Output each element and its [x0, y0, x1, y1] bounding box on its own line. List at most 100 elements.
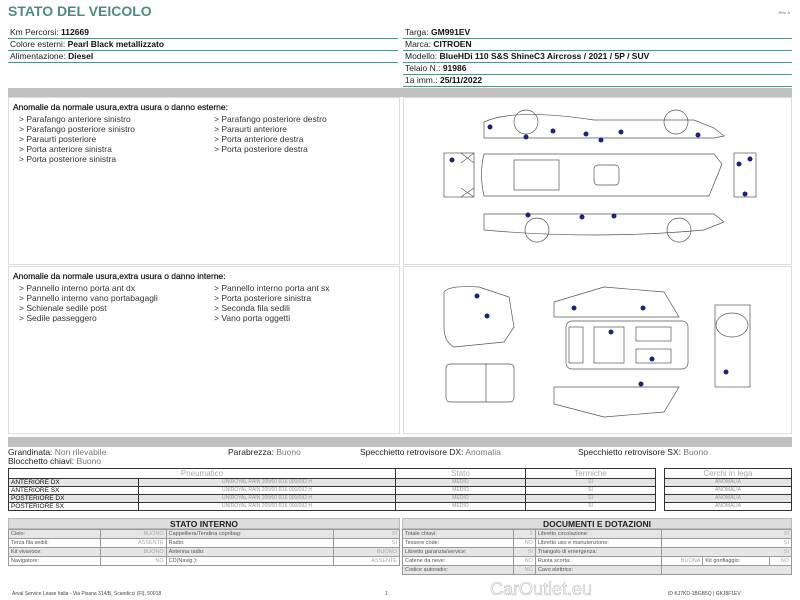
- detail-value: BUONO: [99, 529, 167, 539]
- info-row: Km Percorsi: 112669: [8, 27, 398, 39]
- detail-label: Radio:: [165, 538, 334, 548]
- damage-item: > Parafango anteriore sinistro: [19, 114, 131, 124]
- check-label: Specchietto retrovisore DX:: [360, 447, 464, 457]
- tire-row: POSTERIORE SX UNIROYAL RAIN 205/60 R16 00…: [8, 502, 656, 511]
- damage-item: > Porta anteriore sinistra: [19, 144, 112, 154]
- tire-tire: UNIROYAL RAIN 205/60 R16 000/092 H: [138, 494, 396, 503]
- interior-list: > Pannello interno porta ant dx > Pannell…: [9, 283, 399, 323]
- detail-row: Totale chiavi: 2 Libretto circolazione: SI: [402, 529, 792, 539]
- damage-item: > Parafango posteriore sinistro: [19, 124, 135, 134]
- damage-marker: [695, 132, 701, 138]
- document-id: ID KJ7KD-1BGB5Q | GKJ8F1EV: [668, 591, 741, 597]
- damage-item: > Schienale sedile post: [19, 303, 107, 313]
- info-row: 1a imm.: 25/11/2022: [403, 75, 792, 87]
- check-value: Non rilevabile: [54, 447, 107, 457]
- damage-marker: [550, 128, 556, 134]
- rim-row: ANOMALIA: [664, 502, 792, 511]
- detail-value: SI: [332, 538, 401, 548]
- info-value: GM991EV: [431, 27, 471, 37]
- damage-item: > Porta posteriore sinistra: [214, 293, 312, 303]
- interior-title: Anomalie da normale usura,extra usura o …: [13, 271, 226, 281]
- check-label: Specchietto retrovisore SX:: [578, 447, 681, 457]
- vehicle-info-right: Targa: GM991EV Marca: CITROEN Modello: Blu…: [403, 27, 792, 87]
- damage-marker: [583, 131, 589, 137]
- col-header: Stato: [395, 468, 526, 479]
- detail-value: BUONA: [661, 556, 704, 566]
- general-checks: Grandinata: Non rilevabile Parabrezza: B…: [8, 448, 792, 467]
- info-value: Diesel: [68, 51, 94, 61]
- detail-value: NO: [768, 556, 793, 566]
- info-row: Telaio N.: 91986: [403, 63, 792, 75]
- damage-marker: [487, 124, 493, 130]
- watermark-logo: CarOutlet.eu: [490, 579, 593, 600]
- check-value: Anomalia: [465, 447, 501, 457]
- tire-tire: UNIROYAL RAIN 205/60 R16 000/092 H: [138, 478, 396, 487]
- info-label: Targa:: [405, 27, 429, 37]
- detail-value: [661, 565, 792, 575]
- detail-value: NO: [512, 565, 536, 575]
- damage-item: > Pannello interno porta ant dx: [19, 283, 136, 293]
- detail-label: Catene da neve:: [402, 556, 514, 566]
- tire-termiche: SI: [525, 502, 656, 511]
- info-label: Colore esterni:: [10, 39, 66, 49]
- separator-bar: [8, 88, 792, 97]
- damage-marker: [571, 305, 577, 311]
- rim-row: ANOMALIA: [664, 494, 792, 503]
- info-label: Telaio N.:: [405, 63, 441, 73]
- detail-value: 2: [512, 529, 536, 539]
- interior-diagram: [403, 266, 792, 434]
- damage-item: > Sedile passeggero: [19, 313, 97, 323]
- rim-status: ANOMALIA: [664, 502, 792, 511]
- detail-value: ASSENTE: [332, 556, 401, 566]
- rims-table: Cerchi in lega ANOMALIA ANOMALIA ANOMALIA A…: [664, 468, 792, 511]
- detail-value: NO: [512, 538, 536, 548]
- panel-title: STATO INTERNO: [8, 518, 400, 529]
- check-value: Buono: [76, 456, 102, 466]
- info-value: Pearl Black metallizzato: [67, 39, 165, 49]
- detail-row: Tessere code: NO Libretto uso e manutenzio…: [402, 538, 792, 548]
- exterior-damage-section: Anomalie da normale usura,extra usura o …: [8, 97, 400, 265]
- col-header: Termiche: [525, 468, 656, 479]
- damage-marker: [608, 329, 614, 335]
- tire-tire: UNIROYAL RAIN 205/60 R16 000/092 H: [138, 502, 396, 511]
- detail-label: Tessere code:: [402, 538, 514, 548]
- damage-marker: [474, 293, 480, 299]
- info-value: 25/11/2022: [439, 75, 483, 85]
- damage-marker: [579, 214, 585, 220]
- info-label: Km Percorsi:: [10, 27, 59, 37]
- check-label: Blocchetto chiavi:: [8, 456, 75, 466]
- damage-marker: [640, 305, 646, 311]
- detail-value: ASSENTE: [99, 538, 167, 548]
- documenti-panel: DOCUMENTI E DOTAZIONI Totale chiavi: 2 Lib…: [402, 518, 793, 575]
- damage-marker: [525, 212, 531, 218]
- damage-marker: [736, 161, 742, 167]
- detail-value: NO: [99, 556, 167, 566]
- detail-row: Catene da neve: NO Ruota scorta: BUONA Kit g…: [402, 556, 793, 566]
- info-value: 91986: [442, 63, 467, 73]
- detail-value: SI: [332, 529, 401, 539]
- rim-status: ANOMALIA: [664, 486, 792, 495]
- tire-termiche: SI: [525, 478, 656, 487]
- damage-marker: [598, 137, 604, 143]
- detail-label: Navigatore:: [8, 556, 101, 566]
- detail-row: Codice autoradio: NO Cavo elettrico:: [402, 565, 792, 575]
- detail-label: CD(Navig.):: [165, 556, 334, 566]
- tire-stato: MEDIO: [395, 502, 526, 511]
- detail-label: Codice autoradio:: [402, 565, 514, 575]
- damage-marker: [742, 191, 748, 197]
- rim-row: ANOMALIA: [664, 486, 792, 495]
- tire-row: POSTERIORE DX UNIROYAL RAIN 205/60 R16 00…: [8, 494, 656, 503]
- detail-label: Ruota scorta:: [534, 556, 663, 566]
- interior-damage-section: Anomalie da normale usura,extra usura o …: [8, 266, 400, 434]
- damage-marker: [523, 134, 529, 140]
- detail-label: Kit vivavoce:: [8, 547, 101, 557]
- damage-item: > Porta anteriore destra: [214, 134, 304, 144]
- info-row: Targa: GM991EV: [403, 27, 792, 39]
- tire-row: ANTERIORE SX UNIROYAL RAIN 205/60 R16 000…: [8, 486, 656, 495]
- tires-table: Pneumatico Stato Termiche ANTERIORE DX UNIR…: [8, 468, 656, 511]
- damage-marker: [449, 157, 455, 163]
- rim-status: ANOMALIA: [664, 478, 792, 487]
- stato-interno-panel: STATO INTERNO Cielo: BUONO Cappelliera/Ten…: [8, 518, 401, 566]
- detail-label: Libretto uso e manutenzione:: [534, 538, 663, 548]
- tire-position: ANTERIORE SX: [8, 486, 139, 495]
